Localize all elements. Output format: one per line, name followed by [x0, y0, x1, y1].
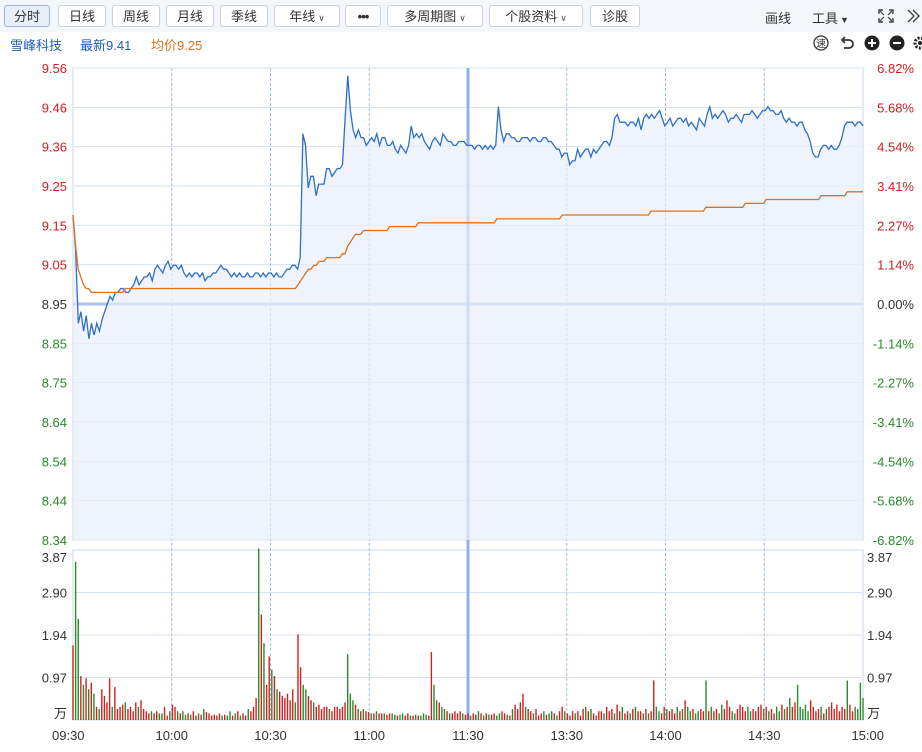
stock-info-label: 个股资料	[505, 9, 558, 24]
time-tick-label: 09:30	[52, 728, 85, 743]
caret-down-icon: ▼	[840, 15, 849, 25]
more-label: •••	[357, 9, 370, 24]
tab-yearly[interactable]: 年线 ∨	[274, 5, 340, 27]
pct-tick-label: 0.00%	[877, 297, 914, 312]
tab-quarterly-label: 季线	[230, 9, 257, 24]
pct-tick-label: 4.54%	[877, 140, 914, 155]
volume-tick-label: 3.87	[42, 550, 67, 565]
chevron-down-icon: ∨	[459, 13, 466, 23]
avg-price-line	[72, 191, 863, 294]
price-tick-label: 9.15	[42, 218, 67, 233]
volume-tick-label: 0.97	[42, 671, 67, 686]
time-tick-label: 11:00	[353, 728, 385, 743]
chevron-down-icon: ∨	[560, 13, 567, 23]
time-tick-label: 15:00	[851, 728, 884, 743]
price-series-line	[72, 75, 864, 339]
price-tick-label: 8.95	[42, 297, 67, 312]
speed-icon[interactable]: 速	[813, 35, 829, 51]
volume-tick-label: 1.94	[42, 628, 67, 643]
price-tick-label: 8.64	[42, 415, 67, 430]
pct-tick-label: -2.27%	[873, 376, 915, 391]
draw-line-button[interactable]: 画线	[765, 11, 792, 26]
volume-tick-label: 万	[54, 706, 67, 721]
stock-info-dropdown[interactable]: 个股资料 ∨	[489, 5, 583, 27]
pct-tick-label: -5.68%	[873, 494, 915, 509]
tab-monthly[interactable]: 月线	[166, 5, 214, 27]
average-price: 均价9.25	[151, 38, 203, 53]
volume-tick-label-right: 2.90	[867, 586, 892, 601]
settings-icon[interactable]	[912, 35, 922, 51]
time-tick-label: 13:30	[550, 728, 583, 743]
chevron-down-icon: ∨	[318, 13, 325, 23]
pct-tick-label: -4.54%	[873, 454, 915, 469]
expand-icon[interactable]	[877, 8, 895, 24]
volume-tick-label-right: 1.94	[867, 628, 892, 643]
pct-tick-label: -6.82%	[873, 533, 915, 548]
price-tick-label: 9.25	[42, 179, 67, 194]
pct-tick-label: 5.68%	[877, 100, 914, 115]
stock-info-bar: 雪峰科技 最新9.41 均价9.25 速	[0, 32, 922, 54]
pct-tick-label: 2.27%	[877, 218, 914, 233]
pct-tick-label: 3.41%	[877, 179, 914, 194]
tab-monthly-label: 月线	[176, 9, 203, 24]
tab-intraday-label: 分时	[13, 9, 40, 24]
diagnose-button[interactable]: 诊股	[590, 5, 640, 27]
volume-tick-label-right: 0.97	[867, 671, 892, 686]
svg-text:速: 速	[816, 38, 826, 50]
tools-menu[interactable]: 工具 ▼	[812, 8, 849, 27]
pct-tick-label: 6.82%	[877, 61, 914, 76]
multi-period-dropdown[interactable]: 多周期图 ∨	[387, 5, 483, 27]
chart-toolbar: 分时 日线 周线 月线 季线 年线 ∨ ••• 多周期图 ∨ 个股资料 ∨ 诊股 画线…	[0, 0, 922, 33]
volume-tick-label-right: 3.87	[867, 550, 892, 565]
stock-name[interactable]: 雪峰科技	[10, 38, 63, 53]
double-chevron-icon[interactable]	[906, 8, 920, 24]
volume-tick-label-right: 万	[867, 706, 880, 721]
intraday-chart[interactable]: 9.56 6.82% 9.46 5.68% 9.36 4.54% 9.25 3.41% 9.15…	[0, 54, 922, 752]
tab-yearly-label: 年线	[289, 9, 316, 24]
price-tick-label: 8.75	[42, 376, 67, 391]
time-tick-label: 14:00	[649, 728, 682, 743]
tab-daily[interactable]: 日线	[58, 5, 106, 27]
price-tick-label: 9.46	[42, 100, 67, 115]
tab-quarterly[interactable]: 季线	[220, 5, 268, 27]
tab-daily-label: 日线	[68, 9, 95, 24]
price-tick-label: 8.85	[42, 336, 67, 351]
zoom-in-icon[interactable]	[864, 35, 880, 51]
price-tick-label: 9.05	[42, 258, 67, 273]
diagnose-label: 诊股	[601, 9, 628, 24]
price-tick-label: 9.36	[42, 140, 67, 155]
undo-icon[interactable]	[839, 35, 855, 51]
time-tick-label: 11:30	[452, 728, 484, 743]
pct-tick-label: 1.14%	[877, 258, 914, 273]
price-tick-label: 8.54	[42, 454, 67, 469]
price-tick-label: 8.34	[42, 533, 67, 548]
tab-weekly[interactable]: 周线	[112, 5, 160, 27]
tab-weekly-label: 周线	[122, 9, 149, 24]
time-tick-label: 10:00	[155, 728, 188, 743]
price-tick-label: 9.56	[42, 61, 67, 76]
time-tick-label: 10:30	[254, 728, 287, 743]
pct-tick-label: -1.14%	[873, 336, 915, 351]
more-button[interactable]: •••	[345, 5, 381, 27]
pct-tick-label: -3.41%	[873, 415, 915, 430]
multi-period-label: 多周期图	[404, 9, 457, 24]
tools-label: 工具	[812, 11, 839, 26]
latest-price: 最新9.41	[80, 38, 132, 53]
price-tick-label: 8.44	[42, 494, 67, 509]
volume-tick-label: 2.90	[42, 586, 67, 601]
time-tick-label: 14:30	[748, 728, 781, 743]
price-area	[73, 75, 863, 540]
zoom-out-icon[interactable]	[889, 35, 905, 51]
tab-intraday[interactable]: 分时	[4, 5, 50, 27]
